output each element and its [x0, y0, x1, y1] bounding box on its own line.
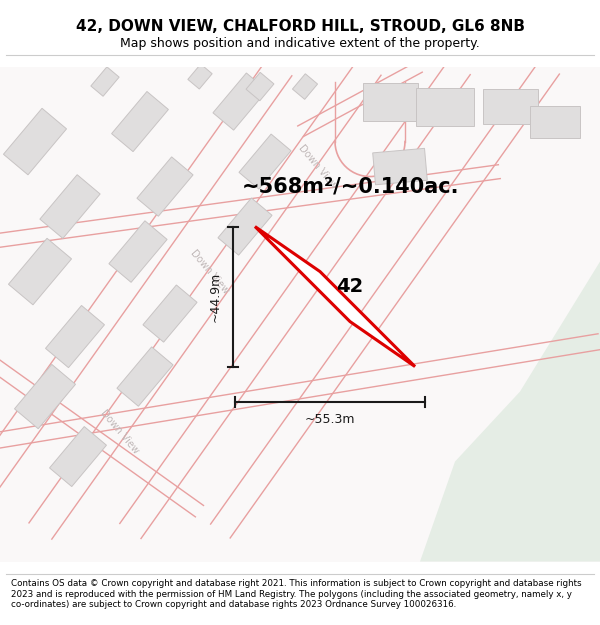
Polygon shape — [213, 73, 267, 130]
Polygon shape — [112, 91, 169, 152]
Polygon shape — [255, 226, 415, 366]
Polygon shape — [420, 261, 600, 561]
Polygon shape — [50, 426, 106, 487]
Polygon shape — [4, 108, 67, 175]
Polygon shape — [246, 72, 274, 101]
Polygon shape — [40, 175, 100, 238]
Polygon shape — [373, 148, 427, 185]
Text: ~55.3m: ~55.3m — [305, 413, 355, 426]
Polygon shape — [117, 347, 173, 406]
Polygon shape — [137, 157, 193, 216]
Text: 42: 42 — [337, 277, 364, 296]
Polygon shape — [482, 89, 538, 124]
Polygon shape — [218, 198, 272, 255]
Text: 42, DOWN VIEW, CHALFORD HILL, STROUD, GL6 8NB: 42, DOWN VIEW, CHALFORD HILL, STROUD, GL… — [76, 19, 524, 34]
Polygon shape — [239, 134, 291, 189]
Text: Down View: Down View — [99, 408, 141, 456]
Text: Down View: Down View — [189, 248, 231, 296]
Polygon shape — [91, 67, 119, 96]
Polygon shape — [143, 285, 197, 342]
Polygon shape — [416, 88, 474, 126]
Text: Map shows position and indicative extent of the property.: Map shows position and indicative extent… — [120, 38, 480, 50]
Polygon shape — [14, 364, 76, 429]
Polygon shape — [8, 238, 71, 305]
Polygon shape — [292, 74, 317, 99]
Polygon shape — [46, 306, 104, 368]
Text: Contains OS data © Crown copyright and database right 2021. This information is : Contains OS data © Crown copyright and d… — [11, 579, 581, 609]
Polygon shape — [188, 64, 212, 89]
Polygon shape — [109, 221, 167, 282]
Text: Down View: Down View — [297, 142, 339, 191]
Polygon shape — [530, 106, 580, 138]
Text: ~568m²/~0.140ac.: ~568m²/~0.140ac. — [241, 176, 459, 196]
Text: ~44.9m: ~44.9m — [209, 271, 221, 322]
Polygon shape — [362, 82, 418, 121]
